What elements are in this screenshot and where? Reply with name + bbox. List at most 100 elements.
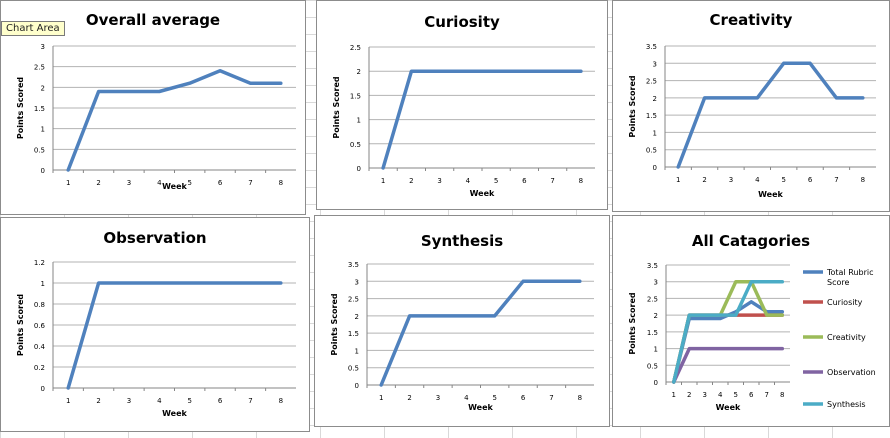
- y-axis-label: Points Scored: [628, 292, 637, 355]
- x-tick-label: 4: [464, 394, 469, 402]
- y-tick-label: 2: [653, 95, 657, 103]
- y-tick-label: 0: [355, 382, 359, 390]
- x-tick-label: 8: [780, 391, 784, 399]
- x-tick-label: 3: [729, 176, 733, 184]
- x-tick-label: 2: [96, 179, 100, 187]
- series-line: [66, 69, 283, 172]
- y-tick-label: 2: [357, 68, 361, 76]
- x-axis-label: Week: [716, 403, 741, 412]
- chart-canvas: 0 0.5 1 1.5 2 2.5 1 2 3 4 5 6 7 8 Week Points Scored: [332, 44, 595, 198]
- y-tick-label: 0: [357, 165, 361, 173]
- x-tick-label: 5: [494, 177, 498, 185]
- series-line: [676, 61, 865, 169]
- series-line-observation: [672, 346, 785, 384]
- x-tick-label: 1: [381, 177, 385, 185]
- x-tick-label: 2: [687, 391, 691, 399]
- x-tick-label: 7: [550, 177, 554, 185]
- x-tick-label: 1: [66, 397, 70, 405]
- y-tick-label: 3: [653, 60, 657, 68]
- chart-synthesis[interactable]: Synthesis 0 0.5 1 1.5 2 2.5 3 3.5 1 2 3 4 5 6 7 8 Week Po…: [314, 215, 610, 427]
- y-tick-label: 1.5: [350, 92, 361, 100]
- x-tick-label: 3: [127, 179, 131, 187]
- y-tick-label: 0.2: [34, 364, 45, 372]
- chart-observation[interactable]: Observation 0 0.2 0.4 0.6 0.8 1 1.2 1 2 3 4 5 6 7 8 Wee…: [0, 217, 310, 432]
- y-tick-label: 1: [357, 117, 361, 125]
- x-tick-label: 7: [549, 394, 553, 402]
- chart-canvas: 0 0.5 1 1.5 2 2.5 3 3.5 1 2 3 4 5 6 7 8 Week Points Score…: [330, 261, 594, 412]
- y-tick-label: 1.5: [646, 112, 657, 120]
- y-tick-label: 3.5: [348, 261, 359, 269]
- x-tick-label: 6: [808, 176, 813, 184]
- y-tick-label: 3.5: [646, 43, 657, 51]
- chart-canvas: 0 0.5 1 1.5 2 2.5 3 1 2 3 4 5 6 7 8 Week Points Scored: [16, 43, 296, 191]
- legend-label-cont: Score: [827, 278, 849, 287]
- x-tick-label: 8: [279, 179, 283, 187]
- y-tick-label: 3: [355, 278, 359, 286]
- x-tick-label: 5: [781, 176, 785, 184]
- y-tick-label: 2.5: [647, 295, 658, 303]
- x-tick-label: 4: [157, 397, 162, 405]
- y-tick-label: 0.6: [34, 322, 46, 330]
- y-tick-label: 0.5: [34, 146, 45, 154]
- y-tick-label: 2: [41, 84, 45, 92]
- x-tick-label: 3: [703, 391, 707, 399]
- y-tick-label: 0: [654, 379, 658, 387]
- series-line: [381, 69, 583, 170]
- x-tick-label: 5: [187, 397, 191, 405]
- chart-canvas: 0 0.5 1 1.5 2 2.5 3 3.5 1 2 3 4 5 6 7 8 Week Points Score…: [628, 262, 876, 412]
- x-tick-label: 6: [218, 397, 223, 405]
- chart-canvas: 0 0.5 1 1.5 2 2.5 3 3.5 1 2 3 4 5 6 7 8 Week Points Score…: [628, 43, 876, 199]
- y-tick-label: 1.5: [348, 330, 359, 338]
- chart-canvas: 0 0.2 0.4 0.6 0.8 1 1.2 1 2 3 4 5 6 7 8 Week Points Scor…: [16, 259, 296, 418]
- y-tick-label: 1: [41, 126, 45, 134]
- x-tick-label: 3: [437, 177, 441, 185]
- y-tick-label: 1.2: [34, 259, 45, 267]
- y-axis-label: Points Scored: [332, 76, 341, 139]
- y-tick-label: 2.5: [34, 64, 45, 72]
- x-tick-label: 1: [66, 179, 70, 187]
- series-line-synthesis: [672, 279, 785, 384]
- chart-curiosity[interactable]: Curiosity 0 0.5 1 1.5 2 2.5 1 2 3 4 5 6 7 8 Week Points…: [316, 0, 608, 210]
- y-tick-label: 3: [41, 43, 45, 51]
- chart-area-tooltip: Chart Area: [1, 21, 65, 36]
- x-tick-label: 2: [409, 177, 413, 185]
- chart-creativity[interactable]: Creativity 0 0.5 1 1.5 2 2.5 3 3.5 1 2 3 4 5 6 7 8 Week P…: [612, 0, 890, 212]
- y-tick-label: 3.5: [647, 262, 658, 270]
- y-axis-label: Points Scored: [330, 293, 339, 356]
- chart-overall-average[interactable]: Overall average Chart Area 0 0.5 1 1.5 2 2.5 3…: [0, 0, 306, 215]
- legend-label: Synthesis: [827, 400, 866, 409]
- series-line: [379, 279, 582, 387]
- x-tick-label: 7: [765, 391, 769, 399]
- x-tick-label: 1: [672, 391, 676, 399]
- x-tick-label: 4: [466, 177, 471, 185]
- x-tick-label: 2: [407, 394, 411, 402]
- x-tick-label: 5: [734, 391, 738, 399]
- chart-all-catagories[interactable]: All Catagories 0 0.5 1 1.5 2 2.5 3 3.5 1 2 3 4 5 6 7 8 W…: [612, 215, 890, 427]
- x-tick-label: 4: [755, 176, 760, 184]
- x-tick-label: 1: [379, 394, 383, 402]
- x-tick-label: 8: [578, 394, 582, 402]
- x-tick-label: 2: [96, 397, 100, 405]
- y-axis-label: Points Scored: [628, 75, 637, 138]
- x-tick-label: 6: [522, 177, 527, 185]
- y-tick-label: 1.5: [34, 105, 45, 113]
- chart-title: Curiosity: [424, 13, 500, 31]
- x-tick-label: 6: [521, 394, 526, 402]
- y-tick-label: 1.5: [647, 329, 658, 337]
- y-tick-label: 1: [41, 280, 45, 288]
- chart-title: Overall average: [85, 11, 221, 29]
- x-tick-label: 7: [248, 179, 252, 187]
- x-tick-label: 5: [187, 179, 191, 187]
- y-axis-label: Points Scored: [16, 77, 25, 140]
- y-tick-label: 2: [654, 312, 658, 320]
- y-tick-label: 0: [653, 164, 657, 172]
- chart-title: All Catagories: [691, 232, 811, 250]
- y-tick-label: 0.4: [34, 343, 46, 351]
- y-tick-label: 2: [355, 313, 359, 321]
- y-tick-label: 1: [355, 347, 359, 355]
- chart-title: Observation: [103, 229, 207, 247]
- y-tick-label: 1: [653, 129, 657, 137]
- x-axis-label: Week: [470, 189, 495, 198]
- x-tick-label: 7: [248, 397, 252, 405]
- legend-label: Curiosity: [827, 298, 863, 307]
